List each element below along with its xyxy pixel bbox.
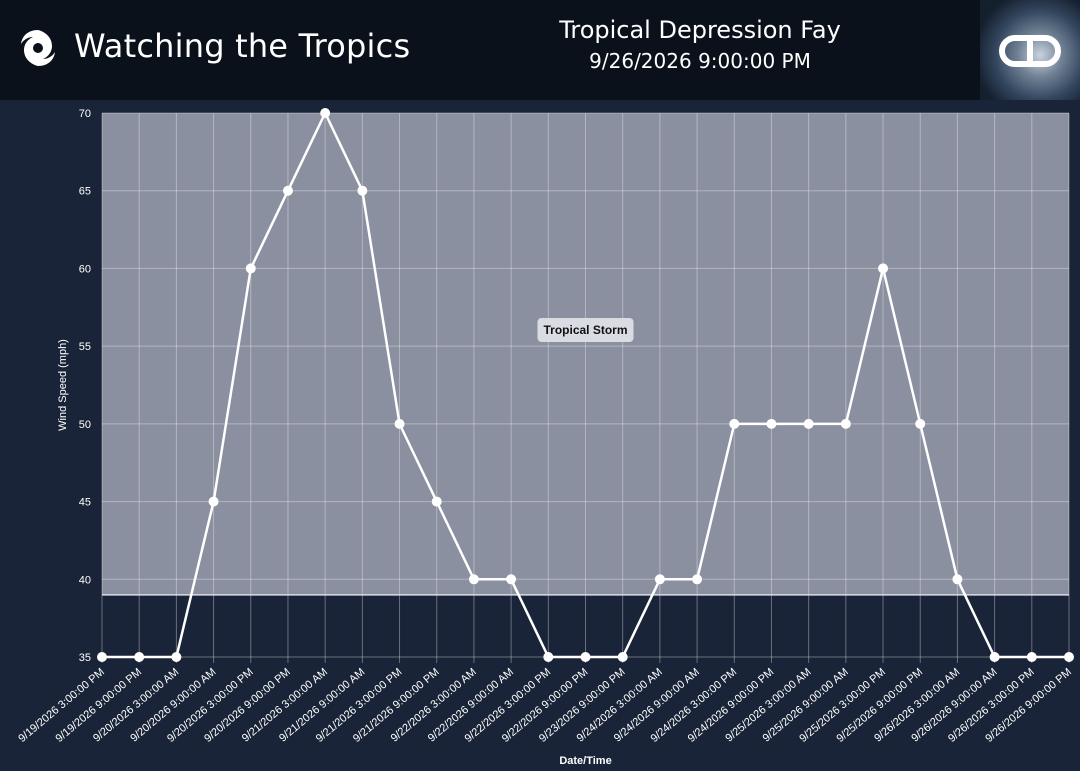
data-point [171,652,182,662]
storm-title: Tropical Depression Fay [559,16,841,44]
data-point [654,574,665,585]
y-tick-label: 60 [79,263,91,275]
data-point [394,418,405,429]
y-tick-label: 40 [79,574,91,586]
band-label-background [537,318,634,342]
data-point [208,496,219,507]
data-point [543,652,554,662]
tropical-storm-band [102,113,1069,595]
data-point [878,263,889,274]
data-point [580,652,591,662]
data-point [320,108,331,118]
data-point [468,574,479,585]
data-point [729,418,740,429]
y-tick-label: 35 [79,652,91,664]
wind-speed-chart: 35 40 45 50 55 60 65 70 9/19/2026 3:00:00 PM9/1… [0,100,1080,771]
data-point [989,652,1000,662]
data-point [692,574,703,585]
app-title: Watching the Tropics [74,27,411,65]
data-point [1026,652,1037,662]
y-axis-title: Wind Speed (mph) [57,339,69,431]
band-label-text: Tropical Storm [543,323,627,337]
hurricane-icon [21,30,55,66]
y-tick-label: 55 [79,341,91,353]
data-points [97,108,1074,662]
data-point [506,574,517,585]
y-tick-label: 45 [79,497,91,509]
data-point [1064,652,1074,662]
data-point [97,652,107,662]
y-tick-label: 65 [79,186,91,198]
data-point [245,263,256,274]
data-point [134,652,145,662]
data-point [803,418,814,429]
y-axis-ticks: 35 40 45 50 55 60 65 70 [79,108,91,664]
y-tick-label: 70 [79,108,91,120]
band-label: Tropical Storm [537,318,634,342]
data-point [617,652,628,662]
data-point [766,418,777,429]
storm-timestamp: 9/26/2026 9:00:00 PM [589,49,811,73]
dd-logo-icon [999,35,1061,67]
data-point [952,574,963,585]
chart-grid [101,112,1070,663]
header-bar: Watching the Tropics Tropical Depression… [0,0,1080,100]
data-point [357,185,368,196]
data-point [431,496,442,507]
brand-logo [980,0,1080,100]
data-point [282,185,293,196]
data-point [915,418,926,429]
y-tick-label: 50 [79,419,91,431]
data-point [840,418,851,429]
x-axis-ticks: 9/19/2026 3:00:00 PM9/19/2026 9:00:00 PM… [16,666,1074,745]
x-axis-title: Date/Time [559,755,611,767]
